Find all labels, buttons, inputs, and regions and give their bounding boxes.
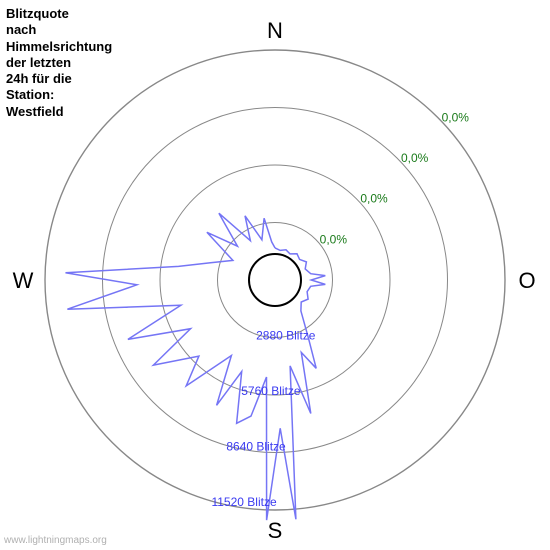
ring-percent-label: 0,0% xyxy=(442,110,470,124)
ring-percent-label: 0,0% xyxy=(401,151,429,165)
polar-chart: 0,0% 0,0% 0,0% 0,0% 2880 Blitze 5760 Blitze 8… xyxy=(0,0,550,550)
center-hole xyxy=(249,254,301,306)
ring-blitze-label: 11520 Blitze xyxy=(211,495,276,509)
compass-east: O xyxy=(518,268,535,293)
ring-percent-label: 0,0% xyxy=(320,232,348,246)
compass-west: W xyxy=(13,268,34,293)
ring-percent-label: 0,0% xyxy=(360,192,388,206)
compass-south: S xyxy=(268,518,283,543)
watermark: www.lightningmaps.org xyxy=(4,535,107,546)
ring-blitze-label: 2880 Blitze xyxy=(256,329,316,343)
ring-blitze-label: 5760 Blitze xyxy=(241,384,301,398)
compass-north: N xyxy=(267,18,283,43)
ring-blitze-label: 8640 Blitze xyxy=(226,440,286,454)
